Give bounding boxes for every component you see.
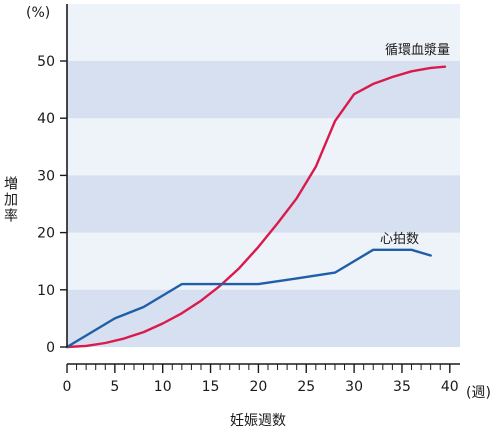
y-tick-label: 10 <box>37 283 55 299</box>
series-label-heart-rate: 心拍数 <box>380 232 419 247</box>
x-tick-label: 35 <box>393 379 411 395</box>
grid-bands <box>67 4 460 347</box>
y-unit-label: (%) <box>26 5 50 21</box>
y-tick-label: 20 <box>37 226 55 242</box>
series-line-1 <box>65 248 432 349</box>
ticks: 0 5 10 15 20 25 30 35 40 0 10 20 30 40 50 <box>37 54 459 395</box>
y-tick-label: 50 <box>37 54 55 70</box>
series-line-0 <box>65 65 447 349</box>
x-axis-title: 妊娠週数 <box>230 413 286 429</box>
x-tick-label: 20 <box>249 379 267 395</box>
series-label-plasma-volume: 循環血漿量 <box>385 43 450 58</box>
x-tick-label: 0 <box>63 379 72 395</box>
x-tick-label: 5 <box>110 379 119 395</box>
x-tick-label: 15 <box>202 379 220 395</box>
grid-band <box>67 61 460 119</box>
x-tick-label: 25 <box>297 379 315 395</box>
x-tick-label: 30 <box>345 379 363 395</box>
y-tick-label: 40 <box>37 111 55 127</box>
series-lines <box>65 65 447 349</box>
y-tick-label: 0 <box>46 340 55 356</box>
x-tick-label: 10 <box>154 379 172 395</box>
y-tick-label: 30 <box>37 168 55 184</box>
grid-band <box>67 289 460 347</box>
grid-band <box>67 175 460 233</box>
y-axis-title: 増加率 <box>2 176 18 224</box>
x-tick-label: 40 <box>441 379 459 395</box>
x-unit-label: (週) <box>466 385 491 401</box>
